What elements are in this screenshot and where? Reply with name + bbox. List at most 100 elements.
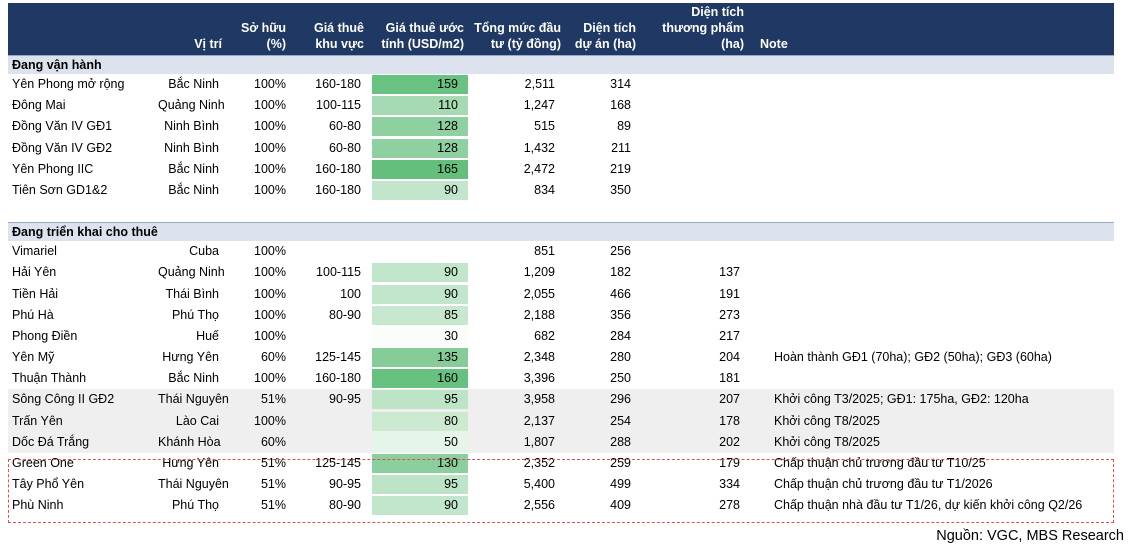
cell-location: Thái Nguyên bbox=[158, 477, 229, 492]
section-spacer bbox=[8, 201, 1114, 222]
cell-note bbox=[774, 368, 1114, 389]
cell-location: Hưng Yên bbox=[162, 350, 219, 365]
cell-est-rent: 110 bbox=[438, 98, 458, 113]
cell-ownership: 100% bbox=[254, 140, 286, 155]
rent-heat-cell bbox=[372, 263, 468, 283]
cell-investment: 2,352 bbox=[523, 456, 555, 470]
section-header: Đang triển khai cho thuê bbox=[8, 222, 1114, 242]
cell-project-area: 250 bbox=[610, 371, 631, 386]
cell-commercial-area: 179 bbox=[719, 456, 740, 470]
cell-investment: 2,511 bbox=[524, 77, 555, 91]
cell-est-rent: 90 bbox=[444, 498, 458, 513]
cell-project-area: 288 bbox=[610, 434, 631, 449]
header-note: Note bbox=[760, 37, 788, 51]
cell-est-rent: 90 bbox=[444, 182, 458, 197]
cell-name: Yên Phong mở rộng bbox=[12, 77, 125, 91]
cell-location: Lào Cai bbox=[175, 413, 219, 428]
rent-heat-cell bbox=[372, 390, 468, 410]
cell-investment: 834 bbox=[534, 182, 555, 197]
rent-heat-cell bbox=[372, 475, 468, 495]
cell-location: Bắc Ninh bbox=[168, 182, 219, 197]
cell-investment: 3,396 bbox=[523, 371, 555, 386]
cell-ownership: 100% bbox=[254, 244, 286, 259]
cell-project-area: 409 bbox=[610, 498, 631, 513]
cell-investment: 1,807 bbox=[523, 434, 555, 449]
cell-est-rent: 160 bbox=[437, 371, 458, 386]
cell-ownership: 100% bbox=[254, 161, 286, 176]
cell-name: Tây Phổ Yên bbox=[12, 477, 85, 492]
cell-name: Thuận Thành bbox=[12, 371, 87, 386]
cell-project-area: 314 bbox=[610, 77, 631, 91]
cell-location: Quảng Ninh bbox=[158, 98, 225, 113]
cell-location: Bắc Ninh bbox=[168, 77, 219, 91]
cell-area-rent: 80-90 bbox=[329, 307, 361, 322]
table-row: Phù Ninh Phú Thọ 51% 80-90 90 2,556 409 278 Chấp… bbox=[8, 495, 1114, 516]
table-row: Tiền Hải Thái Bình 100% 100 90 2,055 466 191 bbox=[8, 284, 1114, 305]
cell-est-rent: 95 bbox=[444, 477, 458, 492]
header-commercial-area: Diện tích thương phẩm (ha) bbox=[662, 5, 744, 51]
cell-project-area: 356 bbox=[610, 307, 631, 322]
cell-investment: 1,247 bbox=[523, 98, 555, 113]
cell-note bbox=[774, 74, 1114, 95]
cell-area-rent: 80-90 bbox=[329, 498, 361, 513]
cell-location: Huế bbox=[196, 328, 219, 343]
cell-commercial-area: 191 bbox=[719, 286, 740, 301]
cell-est-rent: 85 bbox=[444, 307, 458, 322]
cell-ownership: 100% bbox=[254, 119, 286, 134]
source-note: Nguồn: VGC, MBS Research bbox=[936, 528, 1124, 544]
cell-investment: 2,188 bbox=[523, 307, 555, 322]
cell-investment: 2,556 bbox=[523, 498, 555, 513]
industrial-park-table: Vị trí Sở hữu (%) Giá thuê khu vực Giá t… bbox=[8, 3, 1114, 517]
cell-area-rent bbox=[298, 326, 361, 347]
cell-location: Phú Thọ bbox=[171, 307, 219, 322]
cell-project-area: 280 bbox=[610, 350, 631, 365]
cell-est-rent bbox=[372, 241, 458, 262]
cell-project-area: 168 bbox=[610, 98, 631, 113]
table-row: Yên Phong IIC Bắc Ninh 100% 160-180 165 2,472… bbox=[8, 159, 1114, 180]
cell-commercial-area bbox=[644, 74, 740, 95]
cell-est-rent: 165 bbox=[437, 161, 458, 176]
cell-est-rent: 128 bbox=[437, 140, 458, 155]
cell-note bbox=[774, 95, 1114, 116]
cell-ownership: 51% bbox=[260, 392, 286, 407]
cell-name: Sông Công II GĐ2 bbox=[12, 392, 115, 407]
table-row: Green One Hưng Yên 51% 125-145 130 2,352 259 17… bbox=[8, 453, 1114, 474]
table-row: Thuận Thành Bắc Ninh 100% 160-180 160 3,396 25… bbox=[8, 368, 1114, 389]
cell-investment: 2,055 bbox=[523, 286, 555, 301]
cell-ownership: 60% bbox=[260, 434, 286, 449]
cell-commercial-area: 178 bbox=[719, 413, 740, 428]
cell-est-rent: 90 bbox=[444, 265, 458, 280]
header-location: Vị trí bbox=[194, 37, 222, 51]
cell-commercial-area bbox=[644, 241, 740, 262]
cell-ownership: 100% bbox=[254, 77, 286, 91]
table-row: Đông Mai Quảng Ninh 100% 100-115 110 1,247 168 bbox=[8, 95, 1114, 116]
cell-project-area: 89 bbox=[617, 119, 631, 134]
rent-heat-cell bbox=[372, 138, 468, 158]
cell-est-rent: 50 bbox=[444, 434, 458, 449]
cell-project-area: 254 bbox=[610, 413, 631, 428]
cell-location: Ninh Bình bbox=[164, 140, 219, 155]
cell-name: Phú Hà bbox=[12, 307, 54, 322]
rent-heat-cell bbox=[372, 411, 468, 431]
cell-location: Hưng Yên bbox=[162, 456, 219, 470]
cell-location: Bắc Ninh bbox=[168, 161, 219, 176]
cell-note bbox=[774, 138, 1114, 159]
cell-investment: 2,348 bbox=[523, 350, 555, 365]
cell-location: Cuba bbox=[189, 244, 219, 259]
header-area-rent: Giá thuê khu vực bbox=[313, 21, 364, 51]
section-title: Đang vận hành bbox=[12, 58, 102, 72]
cell-location: Bắc Ninh bbox=[168, 371, 219, 386]
cell-note: Hoàn thành GĐ1 (70ha); GĐ2 (50ha); GĐ3 (… bbox=[774, 350, 1052, 365]
cell-project-area: 499 bbox=[610, 477, 631, 492]
table-row: Sông Công II GĐ2 Thái Nguyên 51% 90-95 95 3,9… bbox=[8, 389, 1114, 411]
cell-location: Thái Nguyên bbox=[158, 392, 229, 407]
cell-est-rent: 135 bbox=[437, 350, 458, 365]
cell-investment: 682 bbox=[534, 328, 555, 343]
cell-commercial-area: 278 bbox=[719, 498, 740, 513]
cell-note: Chấp thuận nhà đầu tư T1/26, dự kiến khở… bbox=[774, 498, 1083, 513]
rent-heat-cell bbox=[372, 180, 468, 200]
cell-note bbox=[774, 241, 1114, 262]
cell-name: Đồng Văn IV GĐ1 bbox=[12, 119, 113, 134]
cell-ownership: 51% bbox=[260, 498, 286, 513]
cell-name: Đông Mai bbox=[12, 98, 66, 113]
